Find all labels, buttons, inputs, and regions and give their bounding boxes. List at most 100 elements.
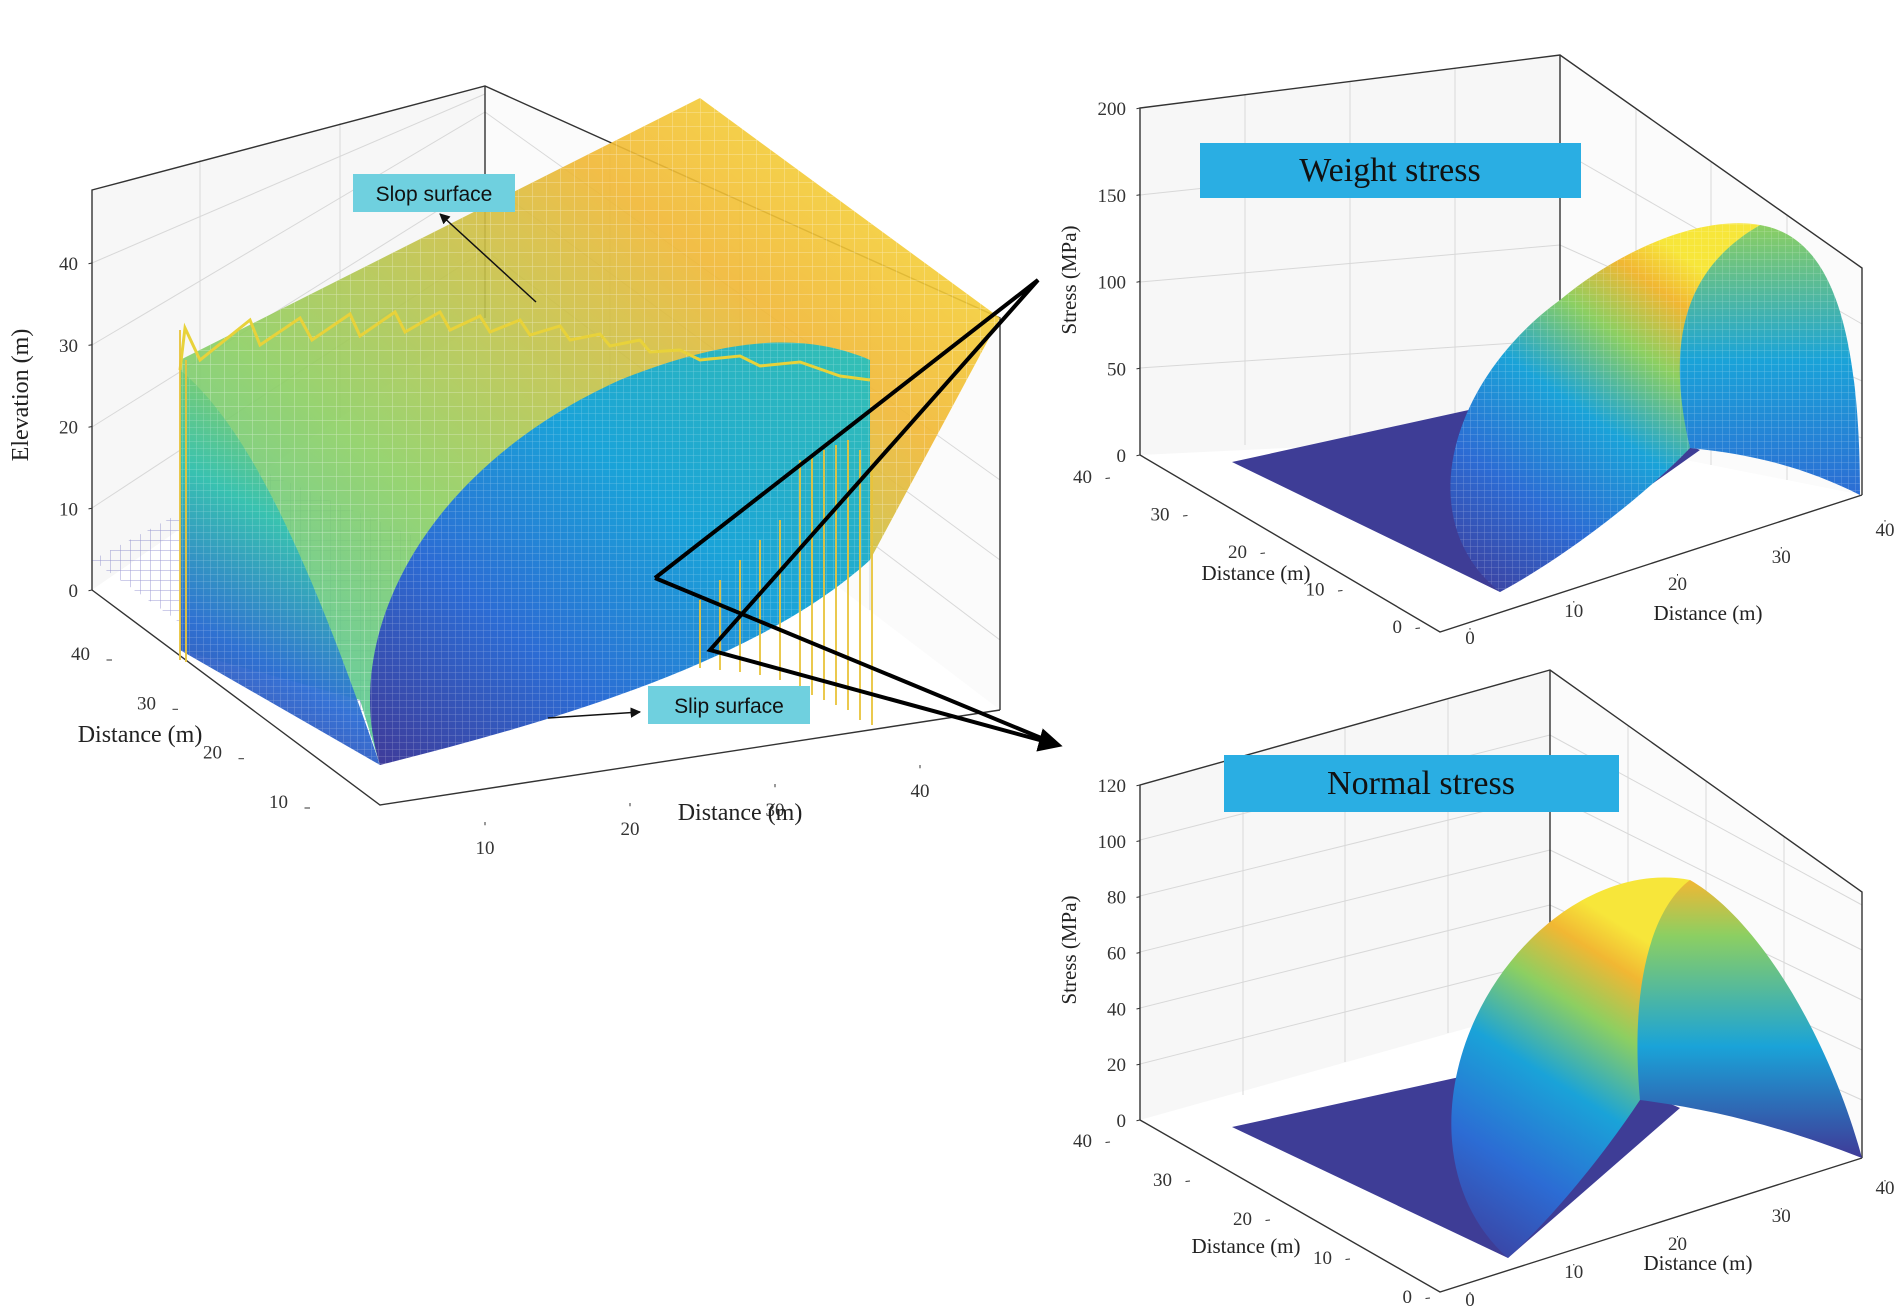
normal-z-tick-60: 60 bbox=[1107, 944, 1126, 965]
normal-x-tick-0: 0 bbox=[1465, 1290, 1475, 1306]
slope-x-tick-20: 20 bbox=[621, 819, 640, 840]
weight-y-tick-mark-20 bbox=[1260, 552, 1266, 554]
normal-y-tick-30: 30 bbox=[1153, 1170, 1172, 1191]
normal-y-axis-label: Distance (m) bbox=[1191, 1234, 1300, 1258]
weight-stress-title: Weight stress bbox=[1299, 152, 1480, 189]
normal-y-tick-mark-10 bbox=[1345, 1258, 1351, 1260]
slope-surfaces bbox=[92, 98, 1000, 765]
weight-x-ticks: 0 10 20 30 40 bbox=[1465, 520, 1895, 649]
weight-z-ticks: 0 50 100 150 200 bbox=[1098, 99, 1141, 467]
pointer-arrow-lower bbox=[654, 576, 1059, 747]
slope-x-axis-label: Distance (m) bbox=[678, 800, 803, 826]
normal-x-tick-30: 30 bbox=[1772, 1206, 1791, 1227]
normal-y-tick-10: 10 bbox=[1313, 1248, 1332, 1269]
weight-z-axis-label: Stress (MPa) bbox=[1057, 225, 1081, 334]
slope-z-tick-10: 10 bbox=[59, 499, 78, 520]
weight-y-axis-label: Distance (m) bbox=[1201, 561, 1310, 585]
normal-y-tick-20: 20 bbox=[1233, 1209, 1252, 1230]
normal-z-tick-mark-80 bbox=[1136, 896, 1141, 898]
slope-z-tick-0: 0 bbox=[69, 581, 79, 602]
slope-y-ticks: 40 30 20 10 bbox=[71, 644, 310, 813]
normal-z-tick-mark-100 bbox=[1136, 840, 1141, 842]
normal-x-tick-10: 10 bbox=[1564, 1262, 1583, 1283]
normal-z-tick-mark-60 bbox=[1136, 952, 1141, 954]
normal-z-axis-label: Stress (MPa) bbox=[1057, 895, 1081, 1004]
weight-stress-title-box: Weight stress bbox=[1200, 143, 1581, 198]
normal-x-tick-40: 40 bbox=[1876, 1178, 1895, 1199]
slope-z-tick-mark-30 bbox=[88, 344, 93, 346]
weight-z-tick-mark-200 bbox=[1136, 107, 1141, 110]
weight-y-tick-mark-0 bbox=[1415, 627, 1421, 629]
normal-z-tick-120: 120 bbox=[1098, 776, 1127, 797]
normal-z-tick-20: 20 bbox=[1107, 1055, 1126, 1076]
weight-y-tick-30: 30 bbox=[1151, 505, 1170, 526]
slope-z-axis-label: Elevation (m) bbox=[8, 329, 34, 462]
normal-z-tick-mark-20 bbox=[1136, 1063, 1141, 1066]
normal-z-ticks: 0 20 40 60 80 100 120 bbox=[1098, 776, 1141, 1132]
slope-y-axis-label: Distance (m) bbox=[78, 722, 203, 748]
slope-model-chart: Slop surface Slip surface 0 10 20 30 40 40 30… bbox=[8, 85, 1001, 859]
weight-x-tick-40: 40 bbox=[1876, 520, 1895, 541]
normal-x-axis-label: Distance (m) bbox=[1643, 1251, 1752, 1275]
normal-y-tick-mark-40 bbox=[1105, 1141, 1111, 1143]
slope-z-tick-mark-0 bbox=[88, 589, 93, 592]
slope-y-tick-10: 10 bbox=[269, 792, 288, 813]
slope-x-tick-30: 30 bbox=[766, 800, 785, 821]
slope-x-tick-10: 10 bbox=[476, 838, 495, 859]
weight-y-ticks: 40 30 20 10 0 bbox=[1073, 467, 1421, 638]
weight-x-tick-0: 0 bbox=[1465, 628, 1475, 649]
slope-z-ticks: 0 10 20 30 40 bbox=[59, 254, 93, 602]
weight-y-tick-0: 0 bbox=[1393, 617, 1403, 638]
slope-y-tick-40: 40 bbox=[71, 644, 90, 665]
weight-y-tick-mark-30 bbox=[1182, 515, 1188, 517]
slope-x-tick-40: 40 bbox=[911, 781, 930, 802]
weight-z-tick-mark-0 bbox=[1136, 454, 1141, 457]
weight-z-tick-mark-50 bbox=[1136, 367, 1141, 370]
weight-y-tick-mark-40 bbox=[1105, 477, 1111, 479]
normal-y-tick-mark-0 bbox=[1425, 1297, 1431, 1299]
normal-y-tick-40: 40 bbox=[1073, 1131, 1092, 1152]
slope-y-tick-20: 20 bbox=[203, 743, 222, 764]
weight-z-tick-mark-150 bbox=[1136, 194, 1141, 196]
normal-y-tick-mark-20 bbox=[1265, 1219, 1271, 1221]
weight-x-axis-label: Distance (m) bbox=[1653, 601, 1762, 625]
weight-y-tick-mark-10 bbox=[1337, 590, 1343, 592]
slope-z-tick-mark-10 bbox=[88, 507, 93, 510]
normal-z-tick-40: 40 bbox=[1107, 999, 1126, 1020]
normal-x-ticks: 0 10 20 30 40 bbox=[1465, 1178, 1894, 1306]
normal-y-tick-0: 0 bbox=[1403, 1287, 1413, 1306]
slope-y-tick-30: 30 bbox=[137, 693, 156, 714]
slip-surface-annotation: Slip surface bbox=[547, 686, 810, 724]
normal-x-tick-20: 20 bbox=[1668, 1234, 1687, 1255]
weight-z-tick-100: 100 bbox=[1098, 273, 1127, 294]
weight-x-tick-30: 30 bbox=[1772, 547, 1791, 568]
normal-z-tick-100: 100 bbox=[1098, 832, 1127, 853]
normal-z-tick-80: 80 bbox=[1107, 888, 1126, 909]
weight-x-tick-20: 20 bbox=[1668, 574, 1687, 595]
weight-stress-surface bbox=[1232, 223, 1860, 592]
slop-surface-label: Slop surface bbox=[376, 183, 493, 206]
slope-x-ticks: 10 20 30 40 bbox=[476, 765, 930, 859]
weight-z-tick-mark-100 bbox=[1136, 281, 1141, 283]
weight-y-tick-10: 10 bbox=[1306, 580, 1325, 601]
normal-z-tick-mark-40 bbox=[1136, 1007, 1141, 1010]
weight-z-tick-150: 150 bbox=[1098, 186, 1127, 207]
weight-x-tick-10: 10 bbox=[1564, 601, 1583, 622]
weight-y-tick-40: 40 bbox=[1073, 467, 1092, 488]
normal-y-ticks: 40 30 20 10 0 bbox=[1073, 1131, 1431, 1306]
normal-z-tick-mark-0 bbox=[1136, 1119, 1141, 1122]
normal-y-tick-mark-30 bbox=[1185, 1180, 1191, 1182]
normal-z-tick-mark-120 bbox=[1136, 784, 1141, 787]
weight-z-tick-50: 50 bbox=[1107, 359, 1126, 380]
normal-stress-title-box: Normal stress bbox=[1224, 755, 1619, 812]
slip-surface-label: Slip surface bbox=[674, 695, 784, 718]
slope-z-tick-40: 40 bbox=[59, 254, 78, 275]
weight-y-tick-20: 20 bbox=[1228, 542, 1247, 563]
slope-z-tick-mark-20 bbox=[88, 426, 93, 428]
slop-surface-annotation: Slop surface bbox=[353, 174, 537, 303]
pointer-arrows bbox=[653, 278, 1063, 752]
slope-z-tick-mark-40 bbox=[88, 262, 93, 265]
slope-z-tick-20: 20 bbox=[59, 418, 78, 439]
